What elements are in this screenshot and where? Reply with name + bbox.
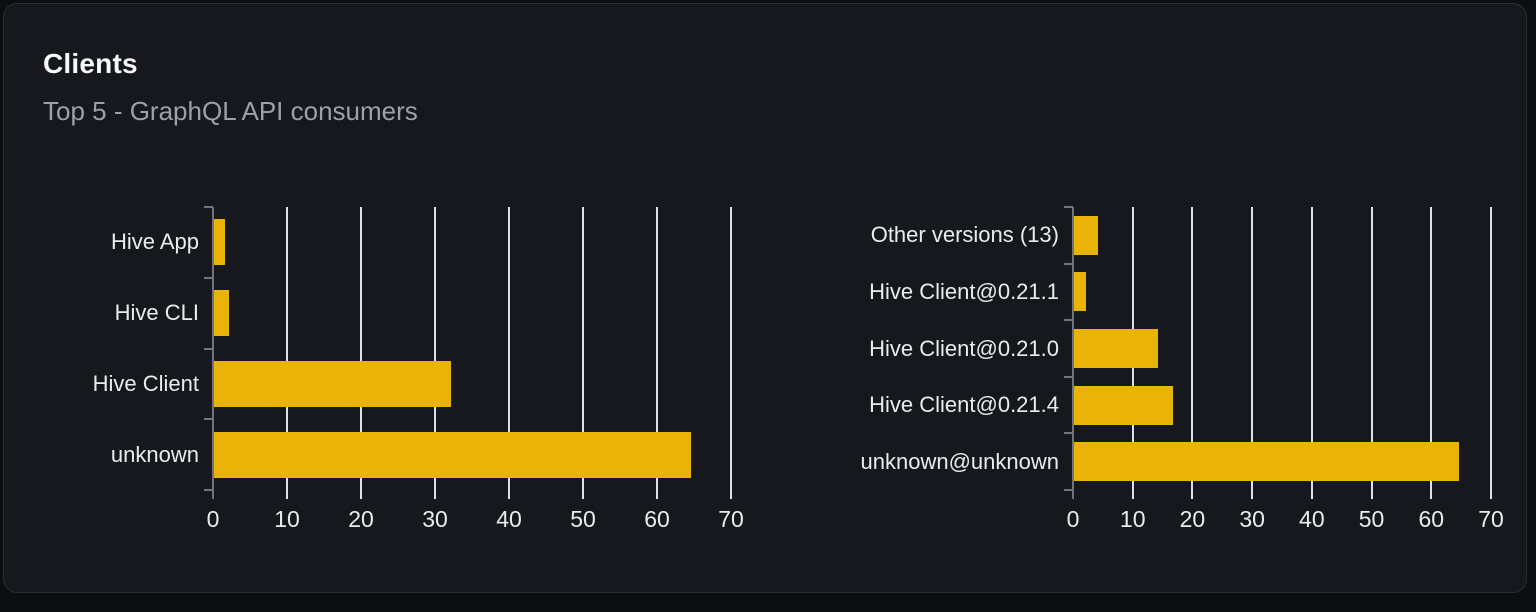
category-label: Hive Client@0.21.4 xyxy=(869,392,1059,418)
x-tick-label: 20 xyxy=(348,506,374,532)
x-tick-label: 70 xyxy=(718,506,744,532)
card-title: Clients xyxy=(43,48,138,79)
category-label: Hive CLI xyxy=(114,300,199,326)
category-label: Hive Client xyxy=(92,370,199,396)
gridline xyxy=(286,207,288,499)
x-tick-label: 10 xyxy=(1119,506,1146,532)
gridline xyxy=(360,207,362,499)
card-subtitle: Top 5 - GraphQL API consumers xyxy=(43,96,418,126)
category-label: Hive Client@0.21.0 xyxy=(869,335,1059,361)
category-label: Other versions (13) xyxy=(870,222,1059,248)
gridline xyxy=(1490,207,1492,499)
gridline xyxy=(508,207,510,499)
bar[interactable] xyxy=(1074,329,1158,368)
clients-by-name-chart: 0 10 20 30 40 50 60 70 Hive App Hive CLI Hive Clie… xyxy=(4,4,1526,592)
gridline xyxy=(1191,207,1194,499)
y-axis-tick xyxy=(204,489,213,491)
gridline xyxy=(434,207,436,499)
x-tick-label: 30 xyxy=(1239,506,1265,532)
category-label: unknown xyxy=(110,441,199,467)
y-axis-line xyxy=(212,207,214,499)
y-axis-tick xyxy=(1064,432,1073,435)
y-axis-tick xyxy=(1064,489,1073,491)
gridline xyxy=(1430,207,1433,499)
x-tick-label: 50 xyxy=(1358,506,1385,532)
bar[interactable] xyxy=(214,290,229,337)
x-tick-label: 50 xyxy=(570,506,596,532)
y-axis-tick xyxy=(1064,319,1073,322)
category-label: Hive Client@0.21.1 xyxy=(869,278,1059,304)
x-tick-label: 70 xyxy=(1478,506,1504,532)
x-tick-label: 60 xyxy=(1418,506,1445,532)
y-axis-line xyxy=(1072,207,1074,499)
y-axis-tick xyxy=(1064,375,1073,378)
x-tick-label: 20 xyxy=(1179,506,1206,532)
bar[interactable] xyxy=(1074,442,1460,482)
category-label: unknown@unknown xyxy=(860,448,1059,474)
gridline xyxy=(1310,207,1313,499)
x-tick-label: 0 xyxy=(206,506,220,532)
clients-card: Clients Top 5 - GraphQL API consumers 0 1… xyxy=(3,3,1527,593)
x-tick-label: 40 xyxy=(1299,506,1325,532)
bar[interactable] xyxy=(214,431,692,478)
bar[interactable] xyxy=(214,360,451,407)
y-axis-tick xyxy=(204,276,213,279)
x-tick-label: 40 xyxy=(496,506,522,532)
gridline xyxy=(730,207,732,499)
x-tick-label: 10 xyxy=(274,506,300,532)
gridline xyxy=(1251,207,1254,499)
y-axis-tick xyxy=(1064,206,1073,208)
x-tick-label: 0 xyxy=(1066,506,1080,532)
y-axis-tick xyxy=(1064,262,1073,265)
y-axis-tick xyxy=(204,418,213,421)
clients-by-version-chart: 0 10 20 30 40 50 60 70 Other versions (13) Hive C… xyxy=(4,4,1526,592)
bar[interactable] xyxy=(1074,215,1098,255)
y-axis-tick xyxy=(204,347,213,350)
bar[interactable] xyxy=(1074,385,1173,425)
bar[interactable] xyxy=(214,219,226,266)
category-label: Hive App xyxy=(110,229,199,255)
gridline xyxy=(1370,207,1373,499)
bar[interactable] xyxy=(1074,272,1086,312)
y-axis-tick xyxy=(204,206,213,208)
gridline xyxy=(656,207,658,499)
x-tick-label: 30 xyxy=(422,506,448,532)
gridline xyxy=(582,207,584,499)
x-tick-label: 60 xyxy=(644,506,670,532)
